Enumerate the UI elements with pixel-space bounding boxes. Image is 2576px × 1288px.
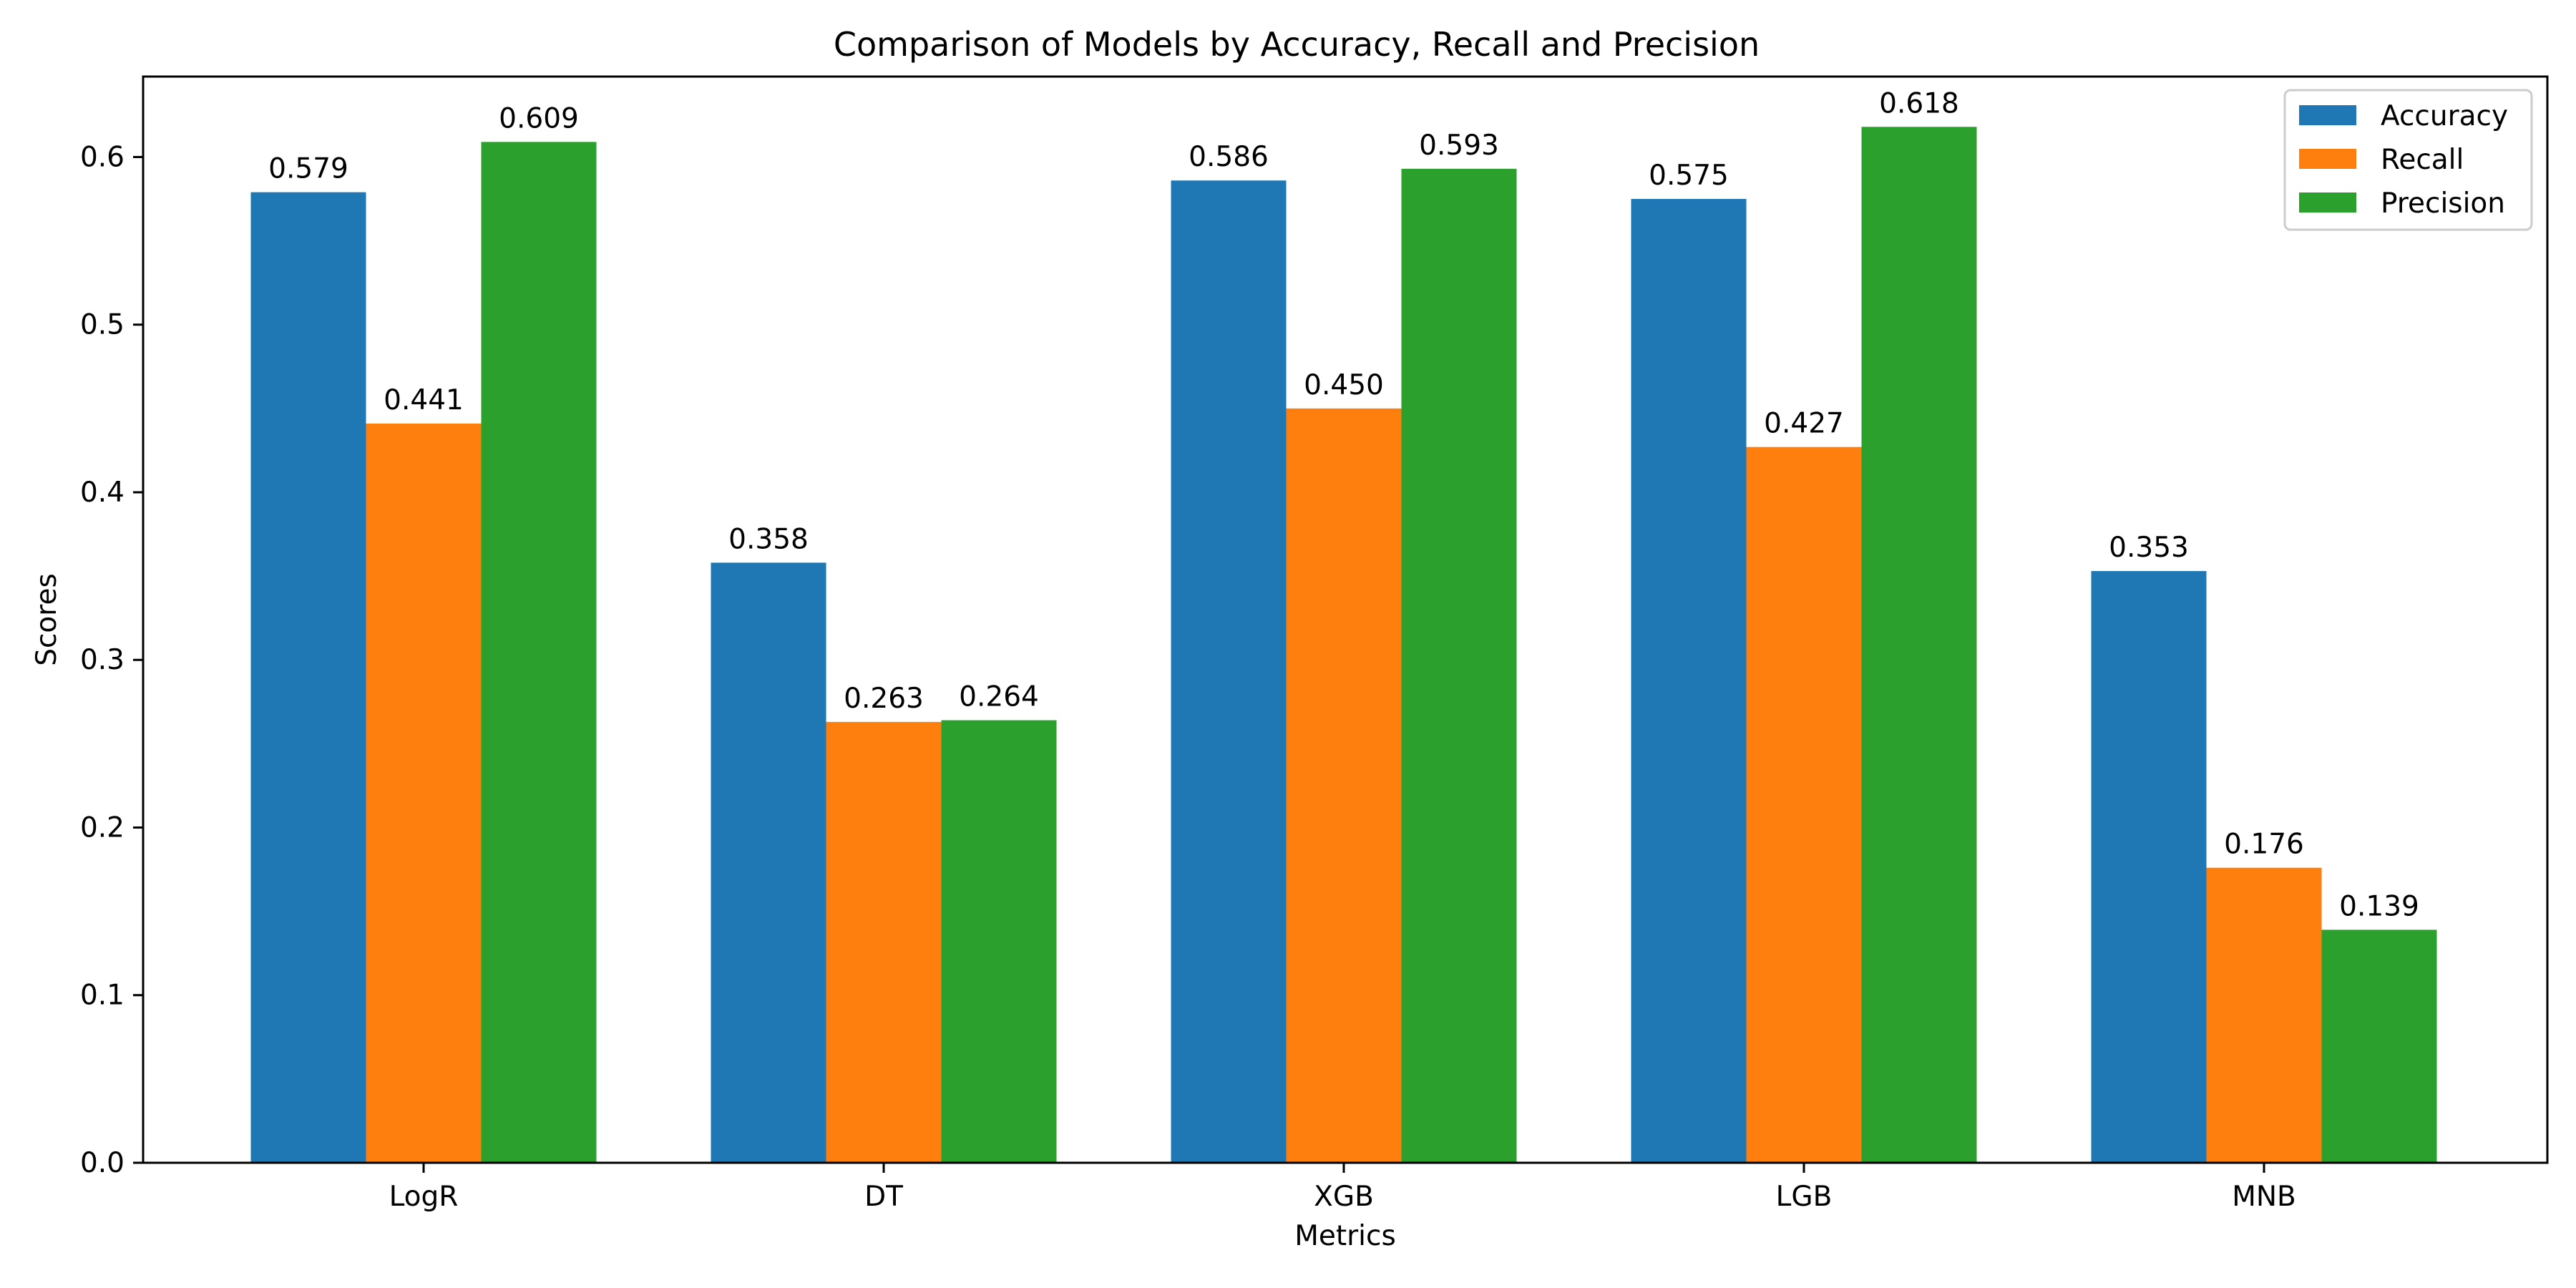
chart-title: Comparison of Models by Accuracy, Recall… — [834, 25, 1760, 64]
x-axis-label: Metrics — [1294, 1220, 1396, 1252]
y-tick-label: 0.2 — [80, 811, 125, 844]
bar-xgb-accuracy — [1171, 180, 1287, 1163]
legend-swatch-accuracy — [2299, 105, 2356, 125]
data-label-dt-accuracy: 0.358 — [728, 523, 809, 555]
bar-dt-accuracy — [711, 562, 826, 1163]
bars-group — [250, 127, 2437, 1163]
x-tick-label-lgb: LGB — [1776, 1181, 1833, 1213]
bar-lgb-precision — [1861, 127, 1977, 1163]
y-tick-label: 0.0 — [80, 1147, 125, 1179]
legend-label-accuracy: Accuracy — [2381, 100, 2508, 132]
legend-swatch-precision — [2299, 192, 2356, 213]
x-axis: LogR DT XGB LGB MNB — [389, 1163, 2296, 1213]
bar-xgb-recall — [1286, 408, 1402, 1163]
data-label-dt-precision: 0.264 — [959, 681, 1039, 713]
y-axis-label: Scores — [31, 573, 63, 666]
bar-dt-recall — [826, 721, 942, 1163]
data-label-logr-accuracy: 0.579 — [268, 153, 348, 185]
y-tick-label: 0.4 — [80, 477, 125, 509]
y-tick-label: 0.5 — [80, 309, 125, 341]
y-tick-label: 0.1 — [80, 980, 125, 1012]
legend-label-recall: Recall — [2381, 144, 2464, 176]
data-label-logr-precision: 0.609 — [499, 102, 579, 135]
bar-lgb-accuracy — [1631, 199, 1747, 1163]
x-tick-label-xgb: XGB — [1314, 1181, 1374, 1213]
bar-lgb-recall — [1746, 447, 1862, 1163]
x-tick-label-dt: DT — [864, 1181, 903, 1213]
data-label-xgb-recall: 0.450 — [1304, 369, 1384, 401]
bar-logr-precision — [481, 142, 597, 1163]
bar-mnb-precision — [2321, 930, 2437, 1163]
legend: Accuracy Recall Precision — [2283, 89, 2533, 231]
bar-mnb-accuracy — [2091, 571, 2207, 1163]
bar-dt-precision — [941, 720, 1057, 1163]
bar-mnb-recall — [2206, 867, 2322, 1163]
legend-swatch-recall — [2299, 149, 2356, 169]
bar-logr-recall — [366, 423, 482, 1163]
data-label-mnb-recall: 0.176 — [2224, 829, 2304, 861]
bar-xgb-precision — [1401, 168, 1517, 1163]
data-labels-group: 0.579 0.441 0.609 0.358 0.263 0.264 0.586 0.450… — [268, 87, 2419, 922]
data-label-logr-recall: 0.441 — [384, 384, 464, 416]
y-tick-label: 0.3 — [80, 644, 125, 676]
y-tick-label: 0.6 — [80, 141, 125, 173]
data-label-xgb-precision: 0.593 — [1419, 130, 1499, 162]
plot-frame — [142, 75, 2549, 1164]
data-label-lgb-precision: 0.618 — [1879, 87, 1959, 119]
data-label-mnb-accuracy: 0.353 — [2109, 532, 2189, 564]
data-label-mnb-precision: 0.139 — [2339, 890, 2419, 922]
data-label-lgb-accuracy: 0.575 — [1649, 160, 1729, 192]
x-tick-label-mnb: MNB — [2232, 1181, 2296, 1213]
legend-label-precision: Precision — [2381, 187, 2505, 220]
data-label-xgb-accuracy: 0.586 — [1189, 141, 1269, 173]
data-label-dt-recall: 0.263 — [844, 683, 924, 715]
x-tick-label-logr: LogR — [389, 1181, 459, 1213]
data-label-lgb-recall: 0.427 — [1764, 408, 1844, 440]
y-axis: 0.0 0.1 0.2 0.3 0.4 0.5 0.6 — [80, 141, 143, 1179]
bar-logr-accuracy — [250, 192, 366, 1163]
